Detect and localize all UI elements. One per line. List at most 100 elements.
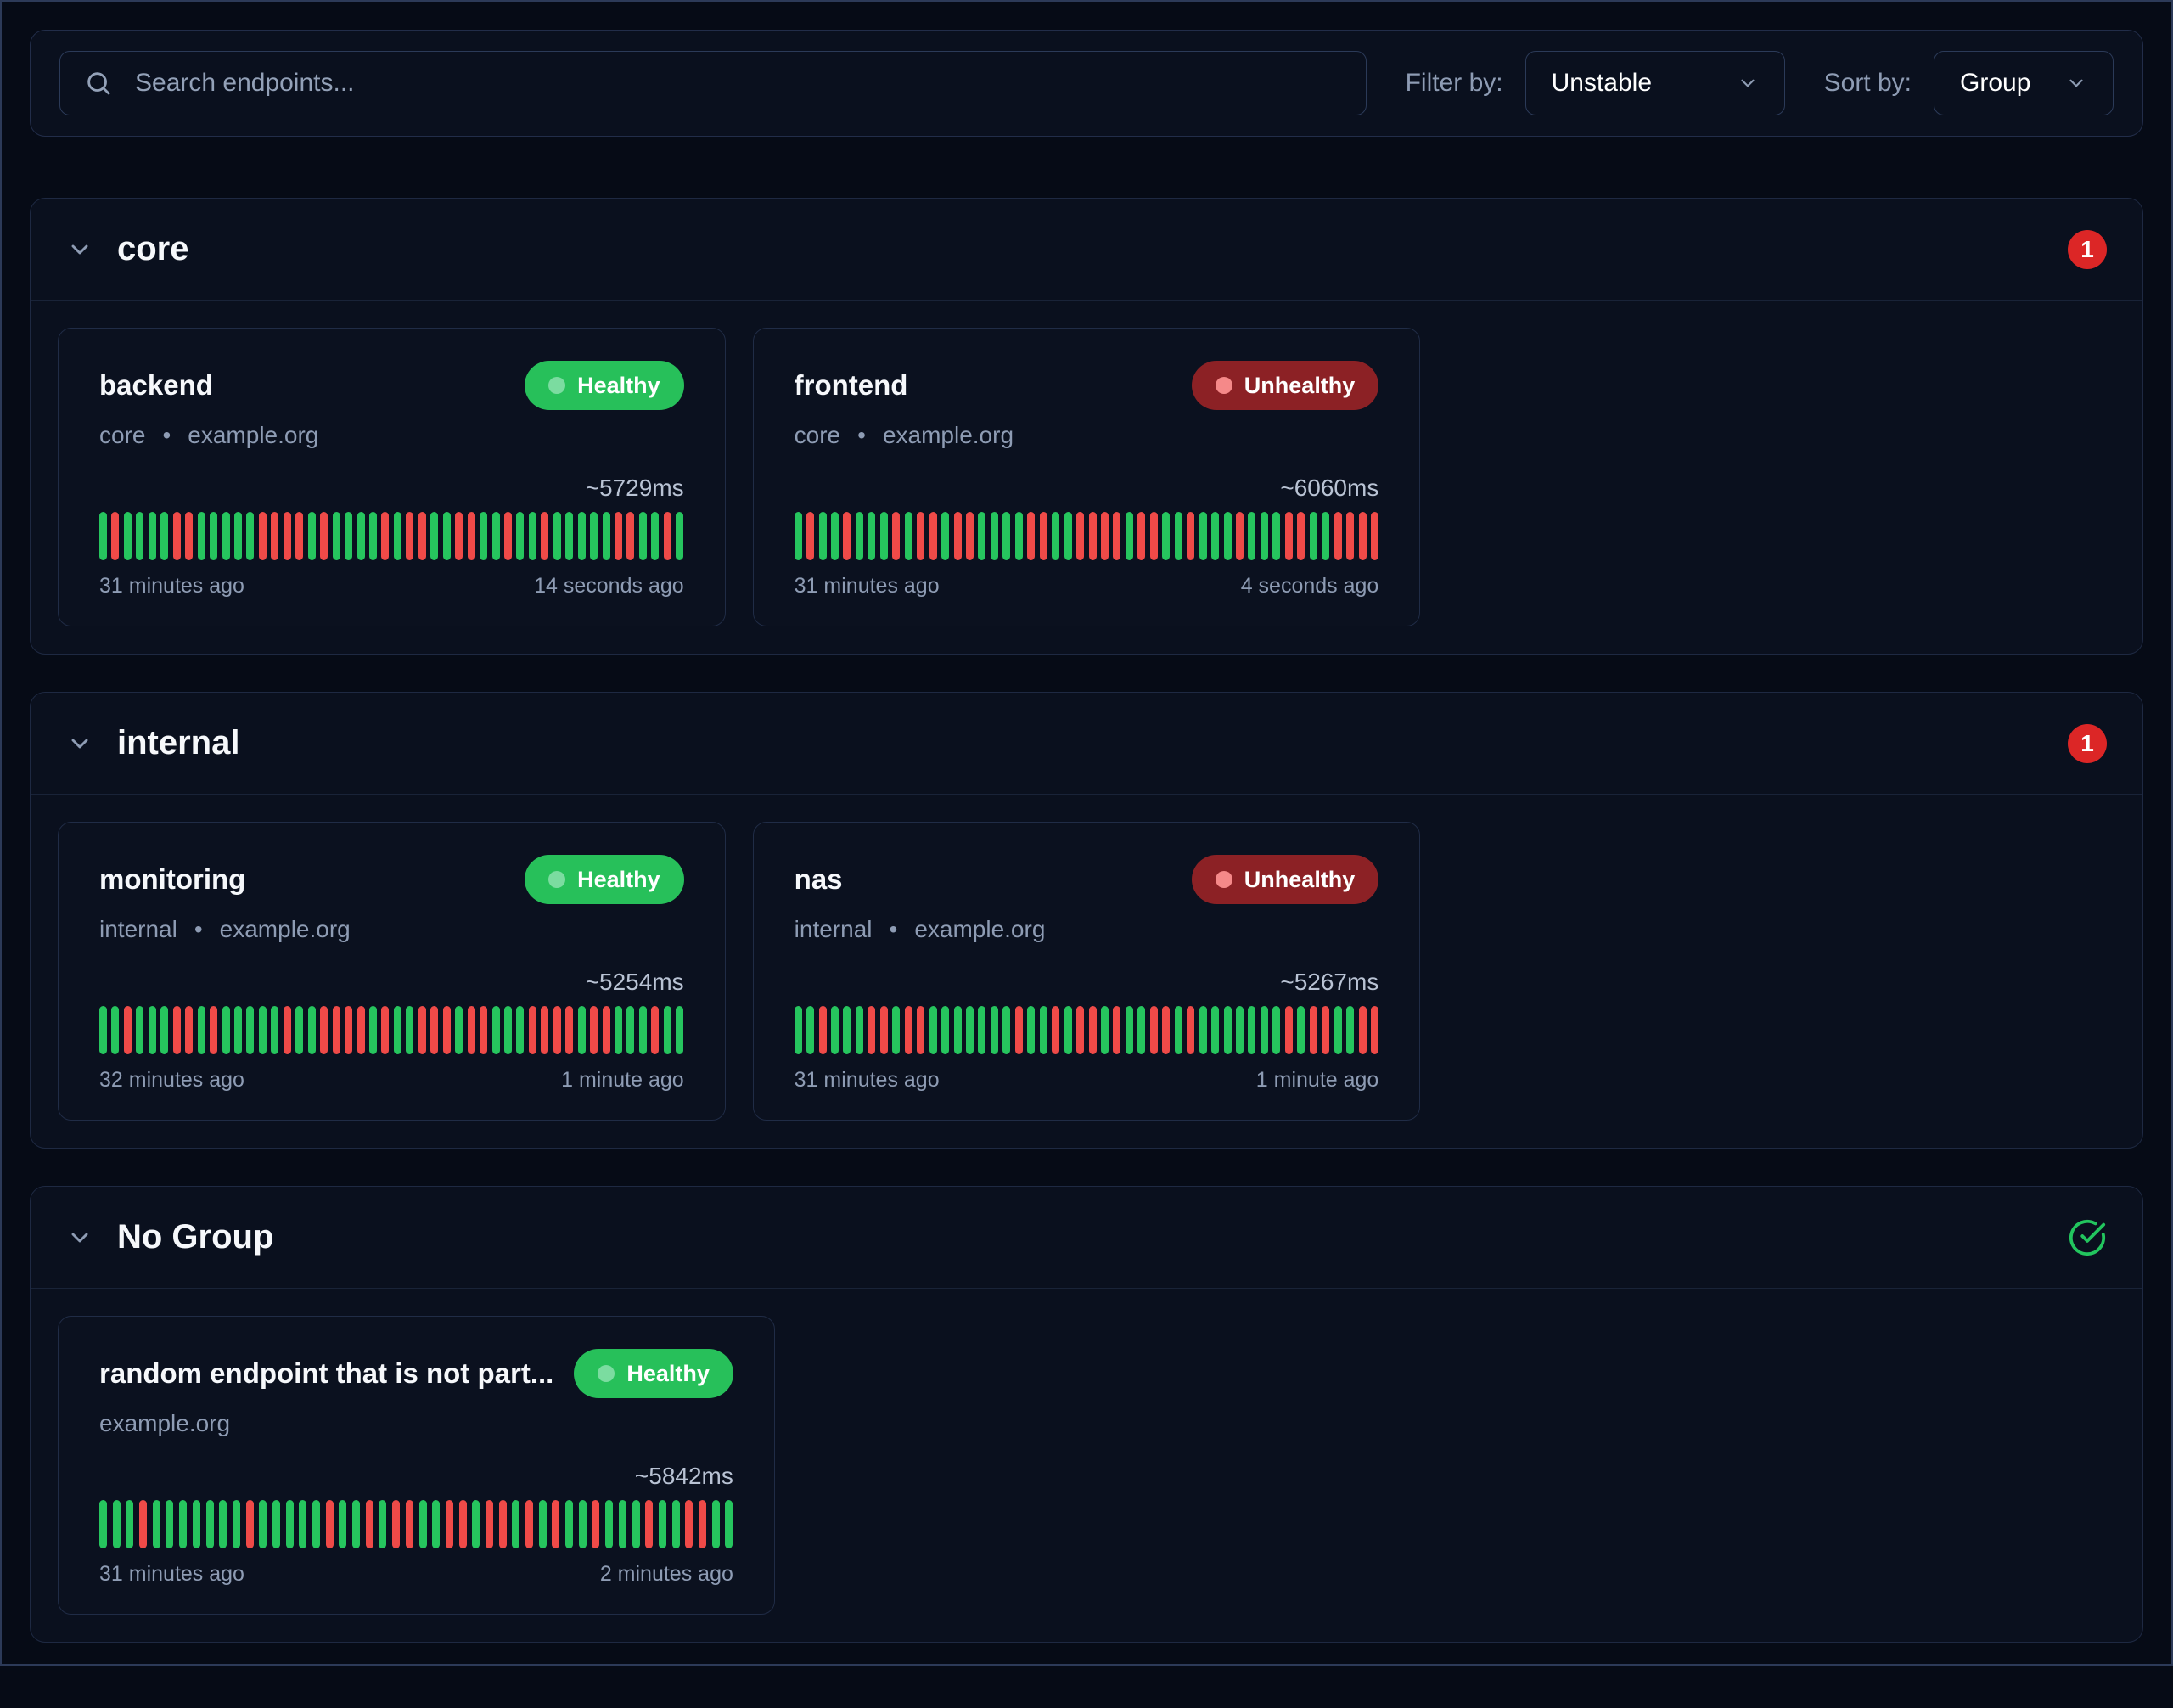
history-bar[interactable] (1223, 1006, 1232, 1054)
history-bar[interactable] (406, 512, 414, 560)
history-bar[interactable] (1014, 1006, 1023, 1054)
history-bar[interactable] (1187, 512, 1195, 560)
endpoint-card[interactable]: nas Unhealthy internal • example.org ~52… (752, 822, 1421, 1121)
history-bar[interactable] (503, 512, 512, 560)
history-bar[interactable] (1137, 1006, 1146, 1054)
history-bar[interactable] (393, 1006, 401, 1054)
history-bar[interactable] (325, 1500, 334, 1548)
sort-select[interactable]: Group (1934, 51, 2114, 115)
history-bar[interactable] (966, 512, 974, 560)
history-bar[interactable] (295, 1006, 304, 1054)
history-bar[interactable] (1358, 1006, 1367, 1054)
history-bar[interactable] (148, 512, 156, 560)
history-bar[interactable] (185, 512, 194, 560)
history-bar[interactable] (123, 512, 132, 560)
history-bar[interactable] (485, 1500, 493, 1548)
history-bar[interactable] (941, 1006, 950, 1054)
history-bar[interactable] (528, 512, 536, 560)
history-bar[interactable] (197, 512, 205, 560)
history-bar[interactable] (442, 1006, 451, 1054)
history-bar[interactable] (472, 1500, 480, 1548)
history-bar[interactable] (299, 1500, 307, 1548)
history-bar[interactable] (467, 1006, 475, 1054)
history-bar[interactable] (320, 1006, 328, 1054)
history-bar[interactable] (111, 1006, 120, 1054)
history-bar[interactable] (246, 512, 255, 560)
history-bar[interactable] (307, 1006, 316, 1054)
history-bar[interactable] (605, 1500, 614, 1548)
history-bar[interactable] (892, 512, 901, 560)
history-bar[interactable] (553, 1006, 561, 1054)
group-header-core[interactable]: core 1 (31, 199, 2142, 301)
history-bar[interactable] (929, 512, 937, 560)
history-bar[interactable] (1235, 1006, 1244, 1054)
history-bar[interactable] (111, 512, 120, 560)
history-bar[interactable] (179, 1500, 188, 1548)
history-bar[interactable] (1272, 1006, 1281, 1054)
history-bar[interactable] (166, 1500, 174, 1548)
history-bar[interactable] (405, 1500, 413, 1548)
history-bar[interactable] (868, 1006, 876, 1054)
history-bar[interactable] (941, 512, 950, 560)
history-bar[interactable] (467, 512, 475, 560)
history-bar[interactable] (698, 1500, 706, 1548)
history-bar[interactable] (283, 1006, 291, 1054)
history-bar[interactable] (1334, 1006, 1342, 1054)
history-bar[interactable] (480, 512, 488, 560)
history-bar[interactable] (626, 1006, 635, 1054)
history-bar[interactable] (615, 512, 623, 560)
group-header-internal[interactable]: internal 1 (31, 693, 2142, 795)
history-bar[interactable] (1334, 512, 1342, 560)
history-bar[interactable] (615, 1006, 623, 1054)
history-bar[interactable] (197, 1006, 205, 1054)
history-bar[interactable] (381, 512, 390, 560)
history-bar[interactable] (458, 1500, 467, 1548)
history-bar[interactable] (1113, 1006, 1121, 1054)
history-bar[interactable] (1297, 512, 1305, 560)
history-bar[interactable] (892, 1006, 901, 1054)
history-bar[interactable] (855, 1006, 863, 1054)
history-bar[interactable] (442, 512, 451, 560)
history-bar[interactable] (503, 1006, 512, 1054)
history-bar[interactable] (525, 1500, 533, 1548)
history-bar[interactable] (172, 1006, 181, 1054)
history-bar[interactable] (246, 1006, 255, 1054)
history-bar[interactable] (381, 1006, 390, 1054)
history-bar[interactable] (1076, 1006, 1085, 1054)
history-bar[interactable] (879, 1006, 888, 1054)
history-bar[interactable] (418, 1500, 427, 1548)
history-bar[interactable] (312, 1500, 320, 1548)
history-bar[interactable] (953, 1006, 962, 1054)
history-bar[interactable] (990, 1006, 998, 1054)
history-bar[interactable] (1064, 512, 1072, 560)
history-bar[interactable] (1027, 512, 1036, 560)
history-bar[interactable] (541, 1006, 549, 1054)
history-bar[interactable] (210, 1006, 218, 1054)
history-bar[interactable] (1002, 1006, 1011, 1054)
history-bar[interactable] (831, 512, 839, 560)
history-bar[interactable] (645, 1500, 654, 1548)
history-bar[interactable] (1088, 1006, 1097, 1054)
history-bar[interactable] (632, 1500, 640, 1548)
history-bar[interactable] (285, 1500, 294, 1548)
history-bar[interactable] (538, 1500, 547, 1548)
history-bar[interactable] (1235, 512, 1244, 560)
filter-select[interactable]: Unstable (1524, 51, 1785, 115)
history-bar[interactable] (818, 1006, 827, 1054)
history-bar[interactable] (1346, 512, 1355, 560)
history-bar[interactable] (671, 1500, 680, 1548)
history-bar[interactable] (357, 512, 365, 560)
history-bar[interactable] (618, 1500, 626, 1548)
history-bar[interactable] (271, 512, 279, 560)
history-bar[interactable] (565, 1006, 574, 1054)
history-bar[interactable] (368, 1006, 377, 1054)
history-bar[interactable] (160, 512, 169, 560)
history-bar[interactable] (320, 512, 328, 560)
history-bar[interactable] (843, 512, 851, 560)
history-bar[interactable] (516, 1006, 525, 1054)
history-bar[interactable] (430, 512, 439, 560)
history-bar[interactable] (1199, 1006, 1207, 1054)
history-bar[interactable] (553, 512, 561, 560)
history-bar[interactable] (676, 1006, 684, 1054)
history-bar[interactable] (1322, 1006, 1330, 1054)
